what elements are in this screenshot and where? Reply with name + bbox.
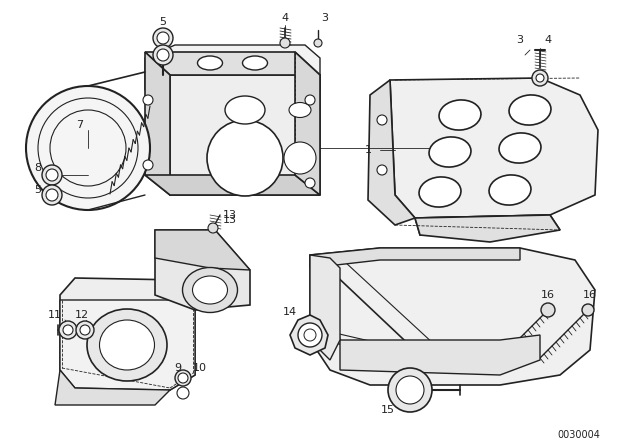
Ellipse shape: [87, 309, 167, 381]
Text: 6: 6: [159, 35, 166, 45]
Circle shape: [26, 86, 150, 210]
Circle shape: [304, 329, 316, 341]
Circle shape: [153, 45, 173, 65]
Text: 12: 12: [75, 310, 89, 320]
Text: 3: 3: [321, 13, 328, 23]
Polygon shape: [155, 230, 250, 270]
Text: 7: 7: [76, 120, 84, 130]
Polygon shape: [415, 215, 560, 242]
Polygon shape: [55, 370, 170, 405]
Circle shape: [284, 142, 316, 174]
Ellipse shape: [419, 177, 461, 207]
Ellipse shape: [193, 276, 227, 304]
Ellipse shape: [429, 137, 471, 167]
Text: 5: 5: [159, 17, 166, 27]
Text: 0030004: 0030004: [557, 430, 600, 440]
Ellipse shape: [509, 95, 551, 125]
Circle shape: [532, 70, 548, 86]
Circle shape: [582, 304, 594, 316]
Circle shape: [63, 325, 73, 335]
Text: 5: 5: [35, 185, 42, 195]
Circle shape: [388, 368, 432, 412]
Polygon shape: [155, 230, 250, 310]
Text: 13: 13: [223, 215, 237, 225]
Circle shape: [298, 323, 322, 347]
Circle shape: [80, 325, 90, 335]
Text: 8: 8: [35, 163, 42, 173]
Circle shape: [46, 169, 58, 181]
Circle shape: [377, 165, 387, 175]
Circle shape: [536, 74, 544, 82]
Circle shape: [280, 38, 290, 48]
Text: 9: 9: [175, 363, 182, 373]
Ellipse shape: [243, 56, 268, 70]
Polygon shape: [145, 52, 170, 195]
Circle shape: [59, 321, 77, 339]
Polygon shape: [295, 52, 320, 195]
Text: 16: 16: [583, 290, 597, 300]
Ellipse shape: [499, 133, 541, 163]
Polygon shape: [60, 300, 195, 390]
Circle shape: [178, 373, 188, 383]
Polygon shape: [310, 255, 340, 360]
Text: 14: 14: [283, 307, 297, 317]
Circle shape: [177, 387, 189, 399]
Text: 4: 4: [545, 35, 552, 45]
Text: 4: 4: [282, 13, 289, 23]
Text: 1: 1: [365, 145, 371, 155]
Ellipse shape: [99, 320, 154, 370]
Ellipse shape: [182, 267, 237, 313]
Circle shape: [314, 39, 322, 47]
Ellipse shape: [225, 96, 265, 124]
Polygon shape: [145, 45, 320, 90]
Circle shape: [207, 120, 283, 196]
Polygon shape: [310, 248, 595, 385]
Ellipse shape: [198, 56, 223, 70]
Circle shape: [377, 115, 387, 125]
Circle shape: [541, 303, 555, 317]
Circle shape: [153, 28, 173, 48]
Circle shape: [157, 49, 169, 61]
Polygon shape: [145, 52, 320, 75]
Circle shape: [175, 370, 191, 386]
Circle shape: [42, 165, 62, 185]
Ellipse shape: [439, 100, 481, 130]
Polygon shape: [290, 315, 328, 355]
Circle shape: [157, 32, 169, 44]
Circle shape: [305, 95, 315, 105]
Polygon shape: [390, 78, 598, 218]
Polygon shape: [340, 335, 540, 375]
Polygon shape: [145, 175, 320, 195]
Polygon shape: [310, 248, 520, 268]
Text: 2: 2: [461, 143, 468, 153]
Circle shape: [76, 321, 94, 339]
Text: 13: 13: [223, 210, 237, 220]
Circle shape: [46, 189, 58, 201]
Text: 10: 10: [193, 363, 207, 373]
Polygon shape: [60, 278, 195, 390]
Circle shape: [42, 185, 62, 205]
Polygon shape: [170, 75, 320, 195]
Polygon shape: [368, 80, 415, 225]
Text: 16: 16: [541, 290, 555, 300]
Text: 3: 3: [516, 35, 524, 45]
Circle shape: [143, 160, 153, 170]
Circle shape: [396, 376, 424, 404]
Circle shape: [143, 95, 153, 105]
Ellipse shape: [489, 175, 531, 205]
Text: 11: 11: [48, 310, 62, 320]
Ellipse shape: [289, 103, 311, 117]
Text: 15: 15: [381, 405, 395, 415]
Circle shape: [305, 178, 315, 188]
Polygon shape: [415, 215, 560, 235]
Circle shape: [208, 223, 218, 233]
